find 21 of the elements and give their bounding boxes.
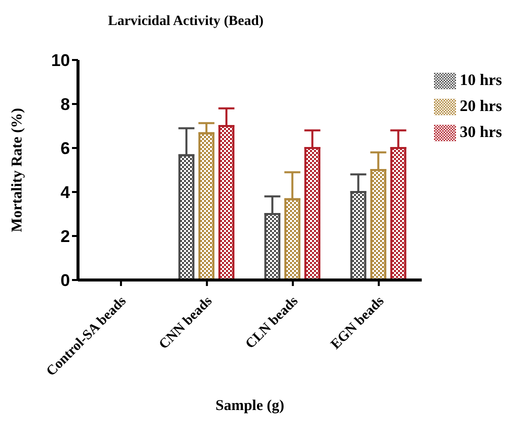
bar: [370, 169, 386, 280]
y-tick-label: 4: [60, 183, 71, 202]
bar: [284, 198, 300, 280]
bar: [304, 147, 320, 280]
bar: [218, 125, 234, 280]
chart-title: Larvicidal Activity (Bead): [108, 14, 264, 30]
bar: [264, 213, 280, 280]
legend-label: 10 hrs: [460, 72, 502, 89]
y-tick-label: 0: [60, 271, 70, 290]
x-axis-title: Sample (g): [216, 398, 284, 414]
legend-label: 20 hrs: [460, 98, 502, 115]
legend-label: 30 hrs: [460, 124, 502, 141]
y-tick-label: 6: [60, 139, 70, 158]
y-tick-label: 10: [51, 51, 70, 70]
y-axis-title: Mortality Rate (%): [9, 108, 26, 232]
y-tick-label: 8: [60, 95, 70, 114]
bar: [198, 132, 214, 280]
bar: [390, 147, 406, 280]
y-tick-label: 2: [60, 227, 70, 246]
bar: [178, 154, 194, 280]
bar: [350, 191, 366, 280]
